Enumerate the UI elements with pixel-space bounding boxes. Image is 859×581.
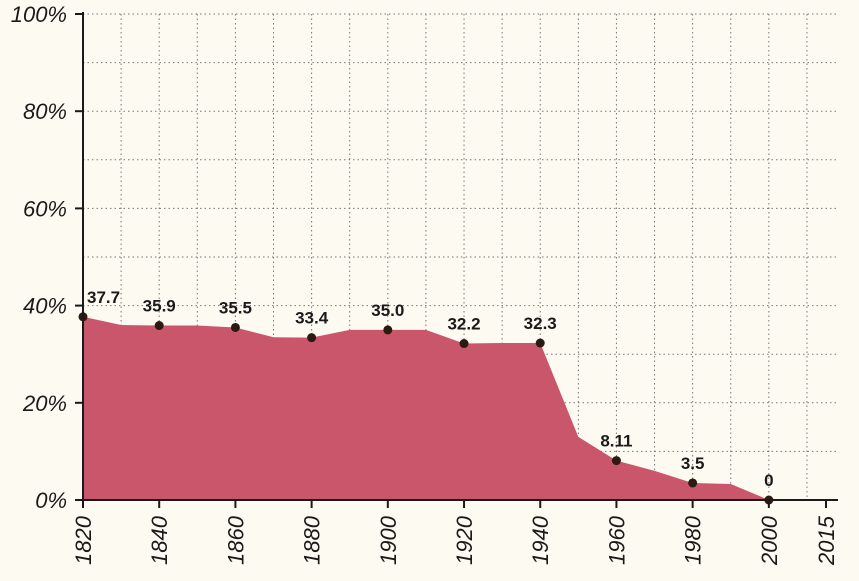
value-label: 37.7 [87, 288, 120, 307]
value-label: 8.11 [600, 432, 632, 451]
point-marker [383, 325, 393, 335]
y-tick-label: 100% [11, 2, 67, 27]
x-tick-label: 2000 [757, 515, 782, 566]
x-tick-label: 1900 [376, 515, 401, 565]
x-tick-label: 2015 [814, 515, 839, 566]
x-tick-label: 1980 [681, 515, 706, 565]
y-tick-label: 20% [22, 391, 67, 416]
point-marker [154, 321, 164, 331]
value-label: 0 [764, 471, 773, 490]
x-tick-label: 1880 [300, 515, 325, 565]
value-label: 32.3 [524, 314, 557, 333]
value-label: 35.0 [371, 301, 404, 320]
value-label: 35.9 [143, 297, 176, 316]
x-tick-label: 1940 [528, 515, 553, 565]
y-tick-label: 80% [23, 99, 67, 124]
point-marker [230, 322, 240, 332]
y-tick-label: 40% [23, 294, 67, 319]
point-marker [307, 333, 317, 343]
value-label: 3.5 [681, 454, 705, 473]
point-marker [459, 339, 469, 349]
x-tick-label: 1960 [604, 515, 629, 565]
point-marker [611, 456, 621, 466]
x-tick-label: 1920 [452, 515, 477, 565]
area [83, 316, 769, 500]
y-tick-label: 60% [23, 196, 67, 221]
point-marker [535, 338, 545, 348]
value-label: 32.2 [447, 315, 480, 334]
value-label: 33.4 [295, 309, 329, 328]
value-label: 35.5 [219, 298, 252, 317]
x-tick-label: 1820 [71, 515, 96, 565]
x-tick-label: 1840 [147, 515, 172, 565]
y-tick-label: 0% [35, 488, 67, 513]
point-marker [688, 478, 698, 488]
x-tick-label: 1860 [223, 515, 248, 565]
